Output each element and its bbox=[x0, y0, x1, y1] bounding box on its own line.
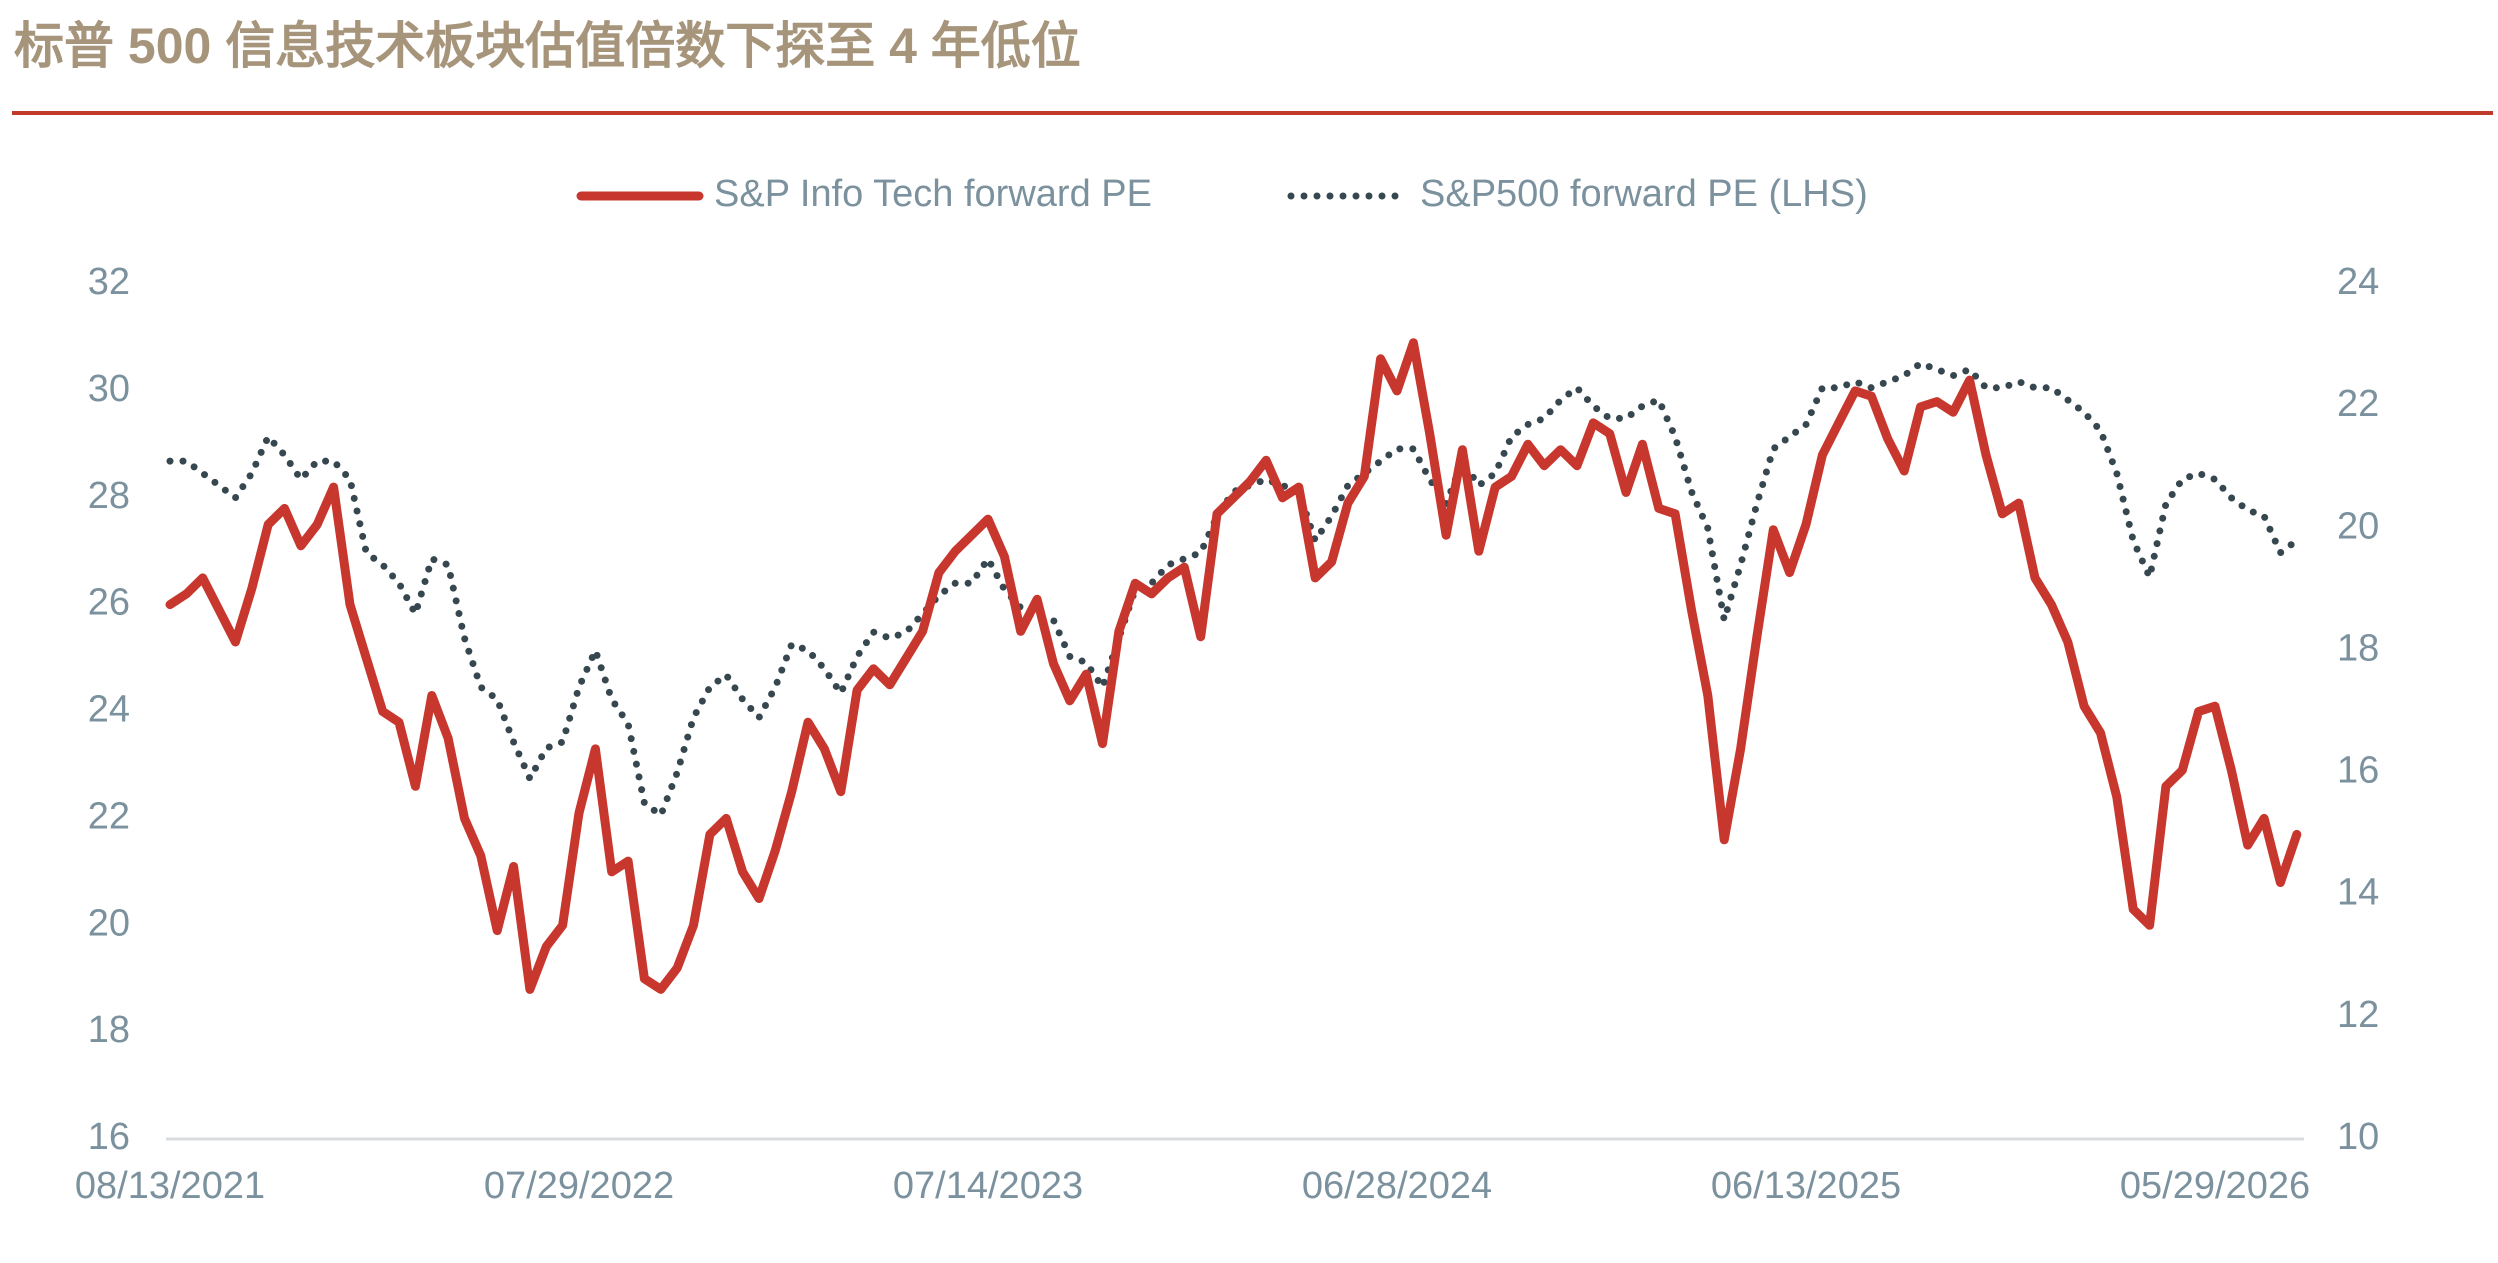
y-tick-label: 32 bbox=[88, 261, 130, 303]
y2-tick-label: 20 bbox=[2337, 505, 2379, 547]
y-tick-label: 30 bbox=[88, 368, 130, 410]
y2-tick-label: 18 bbox=[2337, 627, 2379, 669]
x-tick-label: 08/13/2021 bbox=[75, 1165, 265, 1207]
x-tick-label: 07/14/2023 bbox=[893, 1165, 1083, 1207]
legend-label: S&P Info Tech forward PE bbox=[714, 173, 1152, 215]
y-tick-label: 24 bbox=[88, 689, 130, 731]
y-tick-label: 16 bbox=[88, 1116, 130, 1158]
chart-title: 标普 500 信息技术板块估值倍数下探至 4 年低位 bbox=[14, 18, 1081, 74]
y2-tick-label: 10 bbox=[2337, 1116, 2379, 1158]
y2-tick-label: 22 bbox=[2337, 383, 2379, 425]
y2-tick-label: 16 bbox=[2337, 750, 2379, 792]
y-tick-label: 26 bbox=[88, 582, 130, 624]
y2-tick-label: 14 bbox=[2337, 872, 2379, 914]
line bbox=[165, 338, 2302, 994]
y-tick-label: 22 bbox=[88, 795, 130, 837]
y2-tick-label: 24 bbox=[2337, 261, 2379, 303]
y-tick-label: 20 bbox=[88, 902, 130, 944]
x-tick-label: 05/29/2026 bbox=[2120, 1165, 2310, 1207]
x-tick-label: 06/13/2025 bbox=[1711, 1165, 1901, 1207]
x-tick-label: 07/29/2022 bbox=[484, 1165, 674, 1207]
x-tick-label: 06/28/2024 bbox=[1302, 1165, 1492, 1207]
legend-label: S&P500 forward PE (LHS) bbox=[1420, 173, 1868, 215]
y2-tick-label: 12 bbox=[2337, 994, 2379, 1036]
y-tick-label: 28 bbox=[88, 475, 130, 517]
y-tick-label: 18 bbox=[88, 1009, 130, 1051]
